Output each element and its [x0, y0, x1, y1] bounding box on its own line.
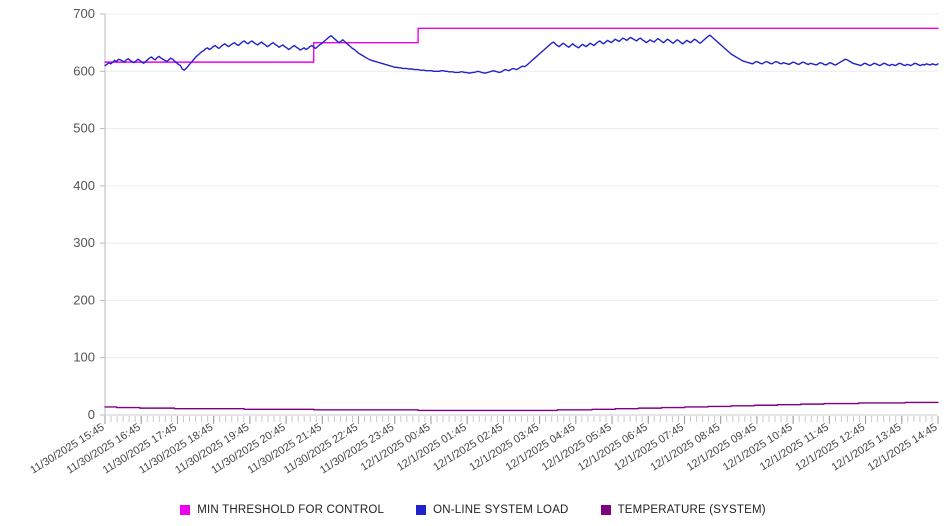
y-tick-label: 100 — [73, 350, 95, 365]
series-lines — [104, 27, 939, 412]
legend-swatch-icon — [180, 505, 191, 515]
legend-label: MIN THRESHOLD FOR CONTROL — [197, 504, 385, 516]
y-axis: 0 100 200 300 400 500 600 700 — [73, 6, 106, 422]
y-tick-label: 400 — [73, 178, 95, 193]
series-line — [104, 34, 939, 74]
legend-item[interactable]: MIN THRESHOLD FOR CONTROL — [180, 504, 384, 516]
legend-swatch-icon — [416, 505, 427, 515]
legend-swatch-icon — [600, 505, 611, 515]
y-tick-label: 0 — [88, 407, 95, 422]
legend-label: TEMPERATURE (SYSTEM) — [617, 504, 766, 516]
series-line — [104, 27, 939, 63]
legend-item[interactable]: TEMPERATURE (SYSTEM) — [600, 504, 766, 516]
legend-item[interactable]: ON-LINE SYSTEM LOAD — [416, 504, 568, 516]
line-chart: 0 100 200 300 400 500 600 700 11/30/2025 15:451… — [28, 6, 940, 476]
y-tick-label: 500 — [73, 121, 95, 136]
grid-lines — [105, 13, 938, 416]
series-line — [104, 401, 939, 412]
y-tick-label: 300 — [73, 235, 95, 250]
chart-legend: MIN THRESHOLD FOR CONTROL ON-LINE SYSTEM … — [0, 504, 946, 516]
y-tick-label: 600 — [73, 63, 95, 78]
legend-label: ON-LINE SYSTEM LOAD — [433, 504, 569, 516]
y-tick-label: 700 — [73, 6, 95, 21]
y-tick-label: 200 — [73, 292, 95, 307]
